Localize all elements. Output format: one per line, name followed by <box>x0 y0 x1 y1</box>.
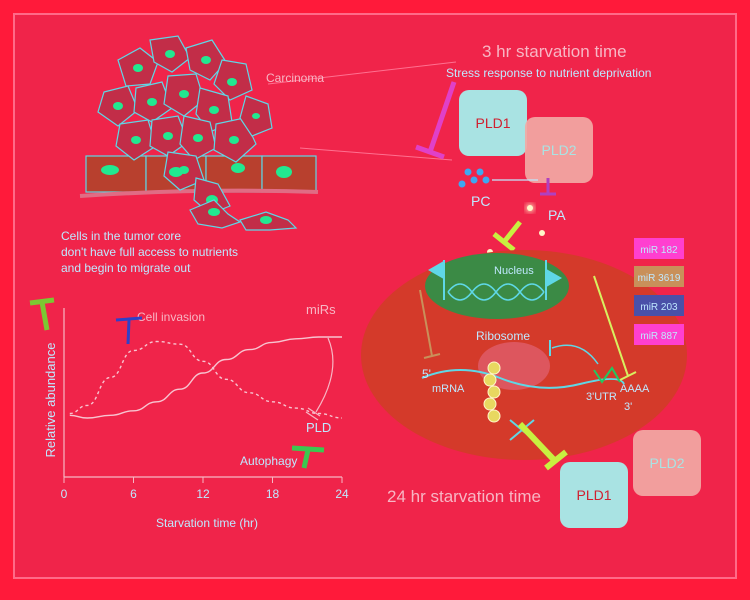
pld1-label-bottom: PLD1 <box>576 487 611 503</box>
pld2-label-top: PLD2 <box>541 142 576 158</box>
mirs-label: miRs <box>306 302 336 317</box>
cell-invasion-line <box>69 340 343 419</box>
three-prime-label: 3' <box>624 401 632 413</box>
mirs-inhibition-arc <box>315 337 334 413</box>
x-tick-label: 24 <box>335 487 349 501</box>
pld1-label-top: PLD1 <box>475 115 510 131</box>
yellow-inhibition-symbol <box>492 220 522 252</box>
tan-inhibition-symbol <box>419 289 441 359</box>
cell-invasion-label: Cell invasion <box>137 310 205 324</box>
migrating-cell-nucleus <box>208 208 220 216</box>
carcinoma-pointer-line <box>267 61 457 85</box>
series-layer <box>69 336 343 419</box>
lime-inhibition-symbol <box>593 275 637 381</box>
x-tick-label: 6 <box>130 487 137 501</box>
abundance-chart: 0 6 12 18 24 Starvation time (hr) Relative a… <box>29 297 349 530</box>
blue-t-symbol <box>115 316 143 345</box>
x-axis-label: Starvation time (hr) <box>156 516 258 530</box>
pld2-box-bottom <box>633 430 701 496</box>
pink-inhibition-symbol <box>415 81 457 160</box>
pld2-box-top <box>525 117 593 183</box>
y-axis-label: Relative abundance <box>43 343 58 458</box>
x-ticks: 0 6 12 18 24 <box>61 477 349 501</box>
pld1-box-top <box>459 90 527 156</box>
poly-a-label: AAAA <box>620 383 650 395</box>
zoom-pointer-line <box>299 147 453 161</box>
mrna-label: mRNA <box>432 383 465 395</box>
transcription-arrows <box>427 260 563 300</box>
green-inhibition-symbol <box>517 421 568 471</box>
three-hr-title: 3 hr starvation time <box>482 42 627 61</box>
peptide-chain <box>483 361 501 423</box>
mir-legend-swatch <box>634 266 684 287</box>
tumor-illustration: Carcinoma <box>79 35 457 231</box>
migrating-cell-nucleus <box>260 216 272 224</box>
pld2-label-bottom: PLD2 <box>649 455 684 471</box>
pld1-box-bottom <box>560 462 628 528</box>
mrna-strand <box>421 369 625 389</box>
pc-label: PC <box>471 193 490 209</box>
pa-label: PA <box>548 207 566 223</box>
x-tick-label: 0 <box>61 487 68 501</box>
three-hr-subtitle: Stress response to nutrient deprivation <box>446 66 651 80</box>
purple-inhibition-symbol <box>540 178 556 196</box>
mir-legend-label: miR 203 <box>640 302 678 313</box>
green-t-symbol <box>29 297 55 331</box>
mir-legend-swatch <box>634 295 684 316</box>
dna-helix <box>447 283 545 301</box>
ribosome-inhibition-arc <box>551 344 599 365</box>
mir-legend-label: miR 3619 <box>638 273 681 284</box>
three-utr-label: 3'UTR <box>586 391 617 403</box>
mirs-line <box>69 336 342 419</box>
mir-legend-swatch <box>634 324 684 345</box>
x-tick-label: 18 <box>266 487 280 501</box>
mir-legend-label: miR 182 <box>640 245 678 256</box>
pc-molecules <box>458 168 490 188</box>
autophagy-t-symbol <box>291 445 325 469</box>
pa-vesicles <box>487 204 545 255</box>
mir-legend-swatch <box>634 238 684 259</box>
x-tick-label: 12 <box>196 487 210 501</box>
pld-inhibition-bar <box>305 407 321 421</box>
carcinoma-label: Carcinoma <box>266 71 324 85</box>
ribosome-label: Ribosome <box>476 329 530 343</box>
nucleus-label: Nucleus <box>494 265 534 277</box>
tumor-caption: Cells in the tumor core don't have full … <box>61 229 241 275</box>
twenty-four-hr-title: 24 hr starvation time <box>387 487 541 506</box>
autophagy-label: Autophagy <box>240 454 297 468</box>
five-prime-label: 5' <box>422 367 431 381</box>
mir-legend-label: miR 887 <box>640 331 678 342</box>
utr-mir-binding <box>593 366 621 384</box>
nucleus <box>425 253 569 319</box>
pld-label: PLD <box>306 420 331 435</box>
mir-legend: miR 182 miR 3619 miR 203 miR 887 <box>634 238 684 345</box>
